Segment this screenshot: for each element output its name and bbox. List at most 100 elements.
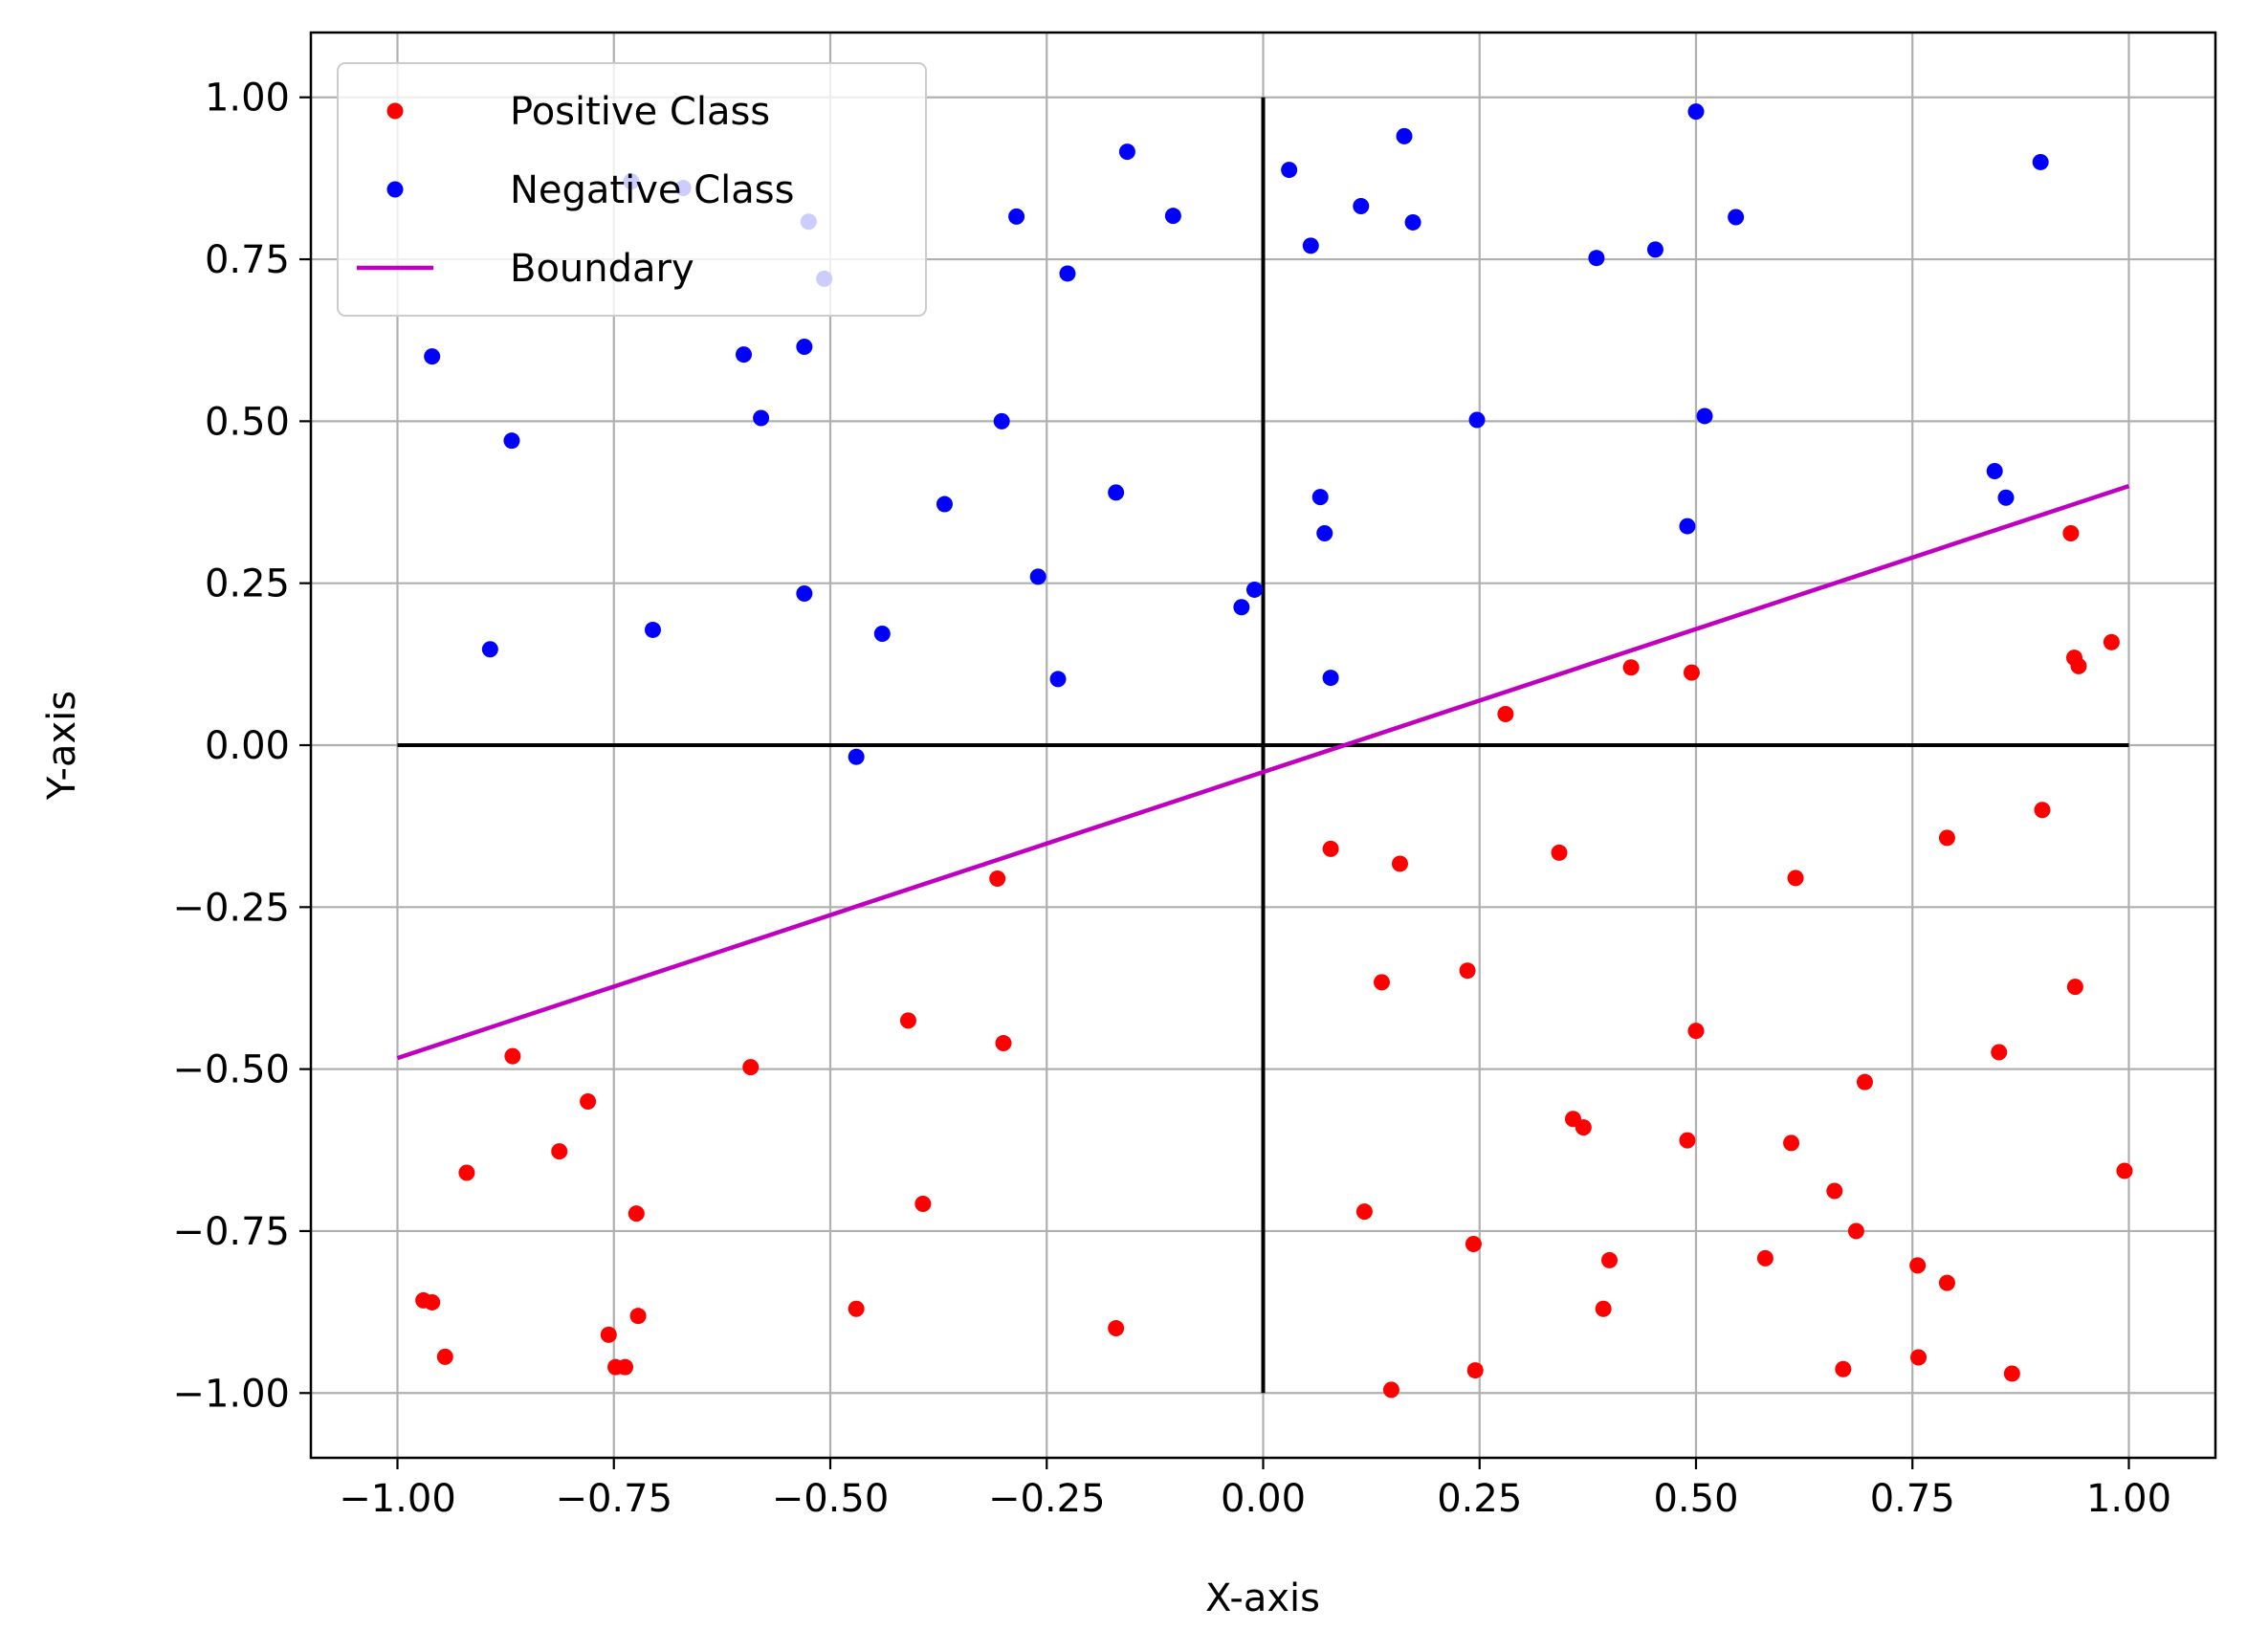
x-tick-label: −0.25 <box>988 1477 1106 1521</box>
negative-class-point <box>1316 525 1333 542</box>
y-tick-label: 1.00 <box>205 77 290 121</box>
negative-class-point <box>1687 103 1705 121</box>
negative-class-point <box>796 338 813 355</box>
negative-class-point <box>1404 213 1421 231</box>
positive-class-point <box>1687 1023 1705 1040</box>
positive-class-point <box>2034 802 2051 819</box>
negative-class-point <box>1396 127 1413 144</box>
y-tick-label: −0.50 <box>172 1048 290 1092</box>
positive-class-point <box>629 1308 647 1325</box>
reference-axes <box>397 97 2129 1394</box>
negative-class-point <box>753 409 770 427</box>
x-tick-label: 0.75 <box>1870 1477 1955 1521</box>
positive-class-point <box>1382 1381 1399 1399</box>
negative-class-point <box>1164 208 1181 225</box>
negative-class-point <box>644 621 661 638</box>
x-tick-label: 0.00 <box>1221 1477 1306 1521</box>
y-tick-label: −0.25 <box>172 886 290 930</box>
positive-class-point <box>1847 1222 1864 1240</box>
positive-class-point <box>1373 974 1390 991</box>
positive-class-point <box>1466 1362 1484 1379</box>
positive-class-point <box>1355 1203 1373 1221</box>
positive-class-point <box>458 1164 475 1181</box>
positive-class-point <box>1622 659 1640 676</box>
positive-class-point <box>617 1358 634 1376</box>
positive-class-point <box>1756 1249 1773 1267</box>
positive-class-point <box>2062 525 2080 542</box>
positive-class-point <box>1575 1119 1592 1136</box>
legend-negative-class-label: Negative Class <box>510 168 794 212</box>
negative-class-point <box>1353 198 1370 215</box>
x-tick-label: 0.25 <box>1437 1477 1522 1521</box>
negative-class-point <box>1986 463 2003 480</box>
negative-class-point <box>1049 671 1067 688</box>
positive-class-point <box>2070 657 2087 674</box>
y-tick-label: 0.00 <box>205 724 290 768</box>
positive-class-point <box>914 1196 932 1213</box>
positive-class-point <box>1679 1132 1696 1149</box>
positive-class-point <box>899 1012 916 1029</box>
positive-class-point <box>989 870 1006 888</box>
y-tick-label: −1.00 <box>172 1372 290 1416</box>
positive-class-point <box>1909 1257 1927 1274</box>
positive-class-point <box>1991 1044 2008 1061</box>
negative-class-point <box>1233 599 1250 616</box>
negative-class-point <box>1728 209 1745 226</box>
negative-class-point <box>1679 518 1696 535</box>
positive-class-point <box>436 1348 453 1365</box>
negative-class-point <box>1059 265 1076 282</box>
positive-class-point <box>1601 1251 1618 1268</box>
x-tick-label: 0.50 <box>1653 1477 1738 1521</box>
negative-class-point <box>796 585 813 603</box>
y-tick-label: −0.75 <box>172 1210 290 1254</box>
negative-class-point <box>2032 153 2049 170</box>
negative-class-point <box>993 412 1010 430</box>
positive-class-point <box>1783 1134 1800 1152</box>
legend-negative-class-swatch <box>386 181 404 198</box>
negative-class-point <box>481 641 498 658</box>
positive-class-point <box>628 1205 645 1222</box>
positive-class-point <box>1459 962 1476 980</box>
positive-class-point <box>1787 870 1804 887</box>
negative-class-point <box>1322 670 1339 687</box>
positive-class-point <box>1835 1360 1852 1377</box>
legend-boundary-label: Boundary <box>510 247 694 291</box>
positive-class-point <box>1595 1300 1612 1317</box>
legend-positive-class-label: Positive Class <box>510 90 770 134</box>
axis-ticks: −1.00 −0.75 −0.50 −0.25 0.00 0.25 0.50 0.75 1.00… <box>172 77 2171 1521</box>
negative-class-point <box>1311 489 1329 506</box>
positive-class-point <box>551 1143 568 1160</box>
negative-class-point <box>1108 484 1125 501</box>
legend-positive-class-swatch <box>386 102 404 120</box>
y-tick-label: 0.25 <box>205 562 290 606</box>
x-tick-label: −0.50 <box>772 1477 890 1521</box>
negative-class-point <box>1997 489 2015 506</box>
positive-class-point <box>1910 1349 1928 1366</box>
positive-class-point <box>1391 855 1408 872</box>
negative-class-point <box>503 432 520 450</box>
positive-class-point <box>1938 829 1955 847</box>
positive-class-point <box>1497 705 1514 722</box>
negative-class-point <box>1468 411 1486 429</box>
negative-class-point <box>936 496 953 513</box>
positive-class-point <box>600 1326 617 1343</box>
positive-class-point <box>1856 1073 1873 1090</box>
positive-class-point <box>2116 1162 2133 1179</box>
negative-class-point <box>1008 208 1025 225</box>
negative-class-point <box>873 626 891 643</box>
positive-class-point <box>1465 1236 1482 1252</box>
positive-class-point <box>1683 664 1700 681</box>
positive-class-point <box>2066 979 2083 996</box>
negative-class-point <box>1029 568 1046 585</box>
negative-class-point <box>1281 162 1298 179</box>
positive-class-point <box>848 1300 865 1317</box>
positive-class-point <box>1322 840 1339 857</box>
positive-class-point <box>742 1059 760 1076</box>
positive-class-point <box>1938 1274 1955 1291</box>
x-axis-label: X-axis <box>1205 1576 1320 1620</box>
legend-frame <box>337 62 927 317</box>
positive-class-point <box>424 1293 441 1311</box>
positive-class-point <box>1826 1182 1843 1200</box>
negative-class-point <box>1118 143 1135 161</box>
